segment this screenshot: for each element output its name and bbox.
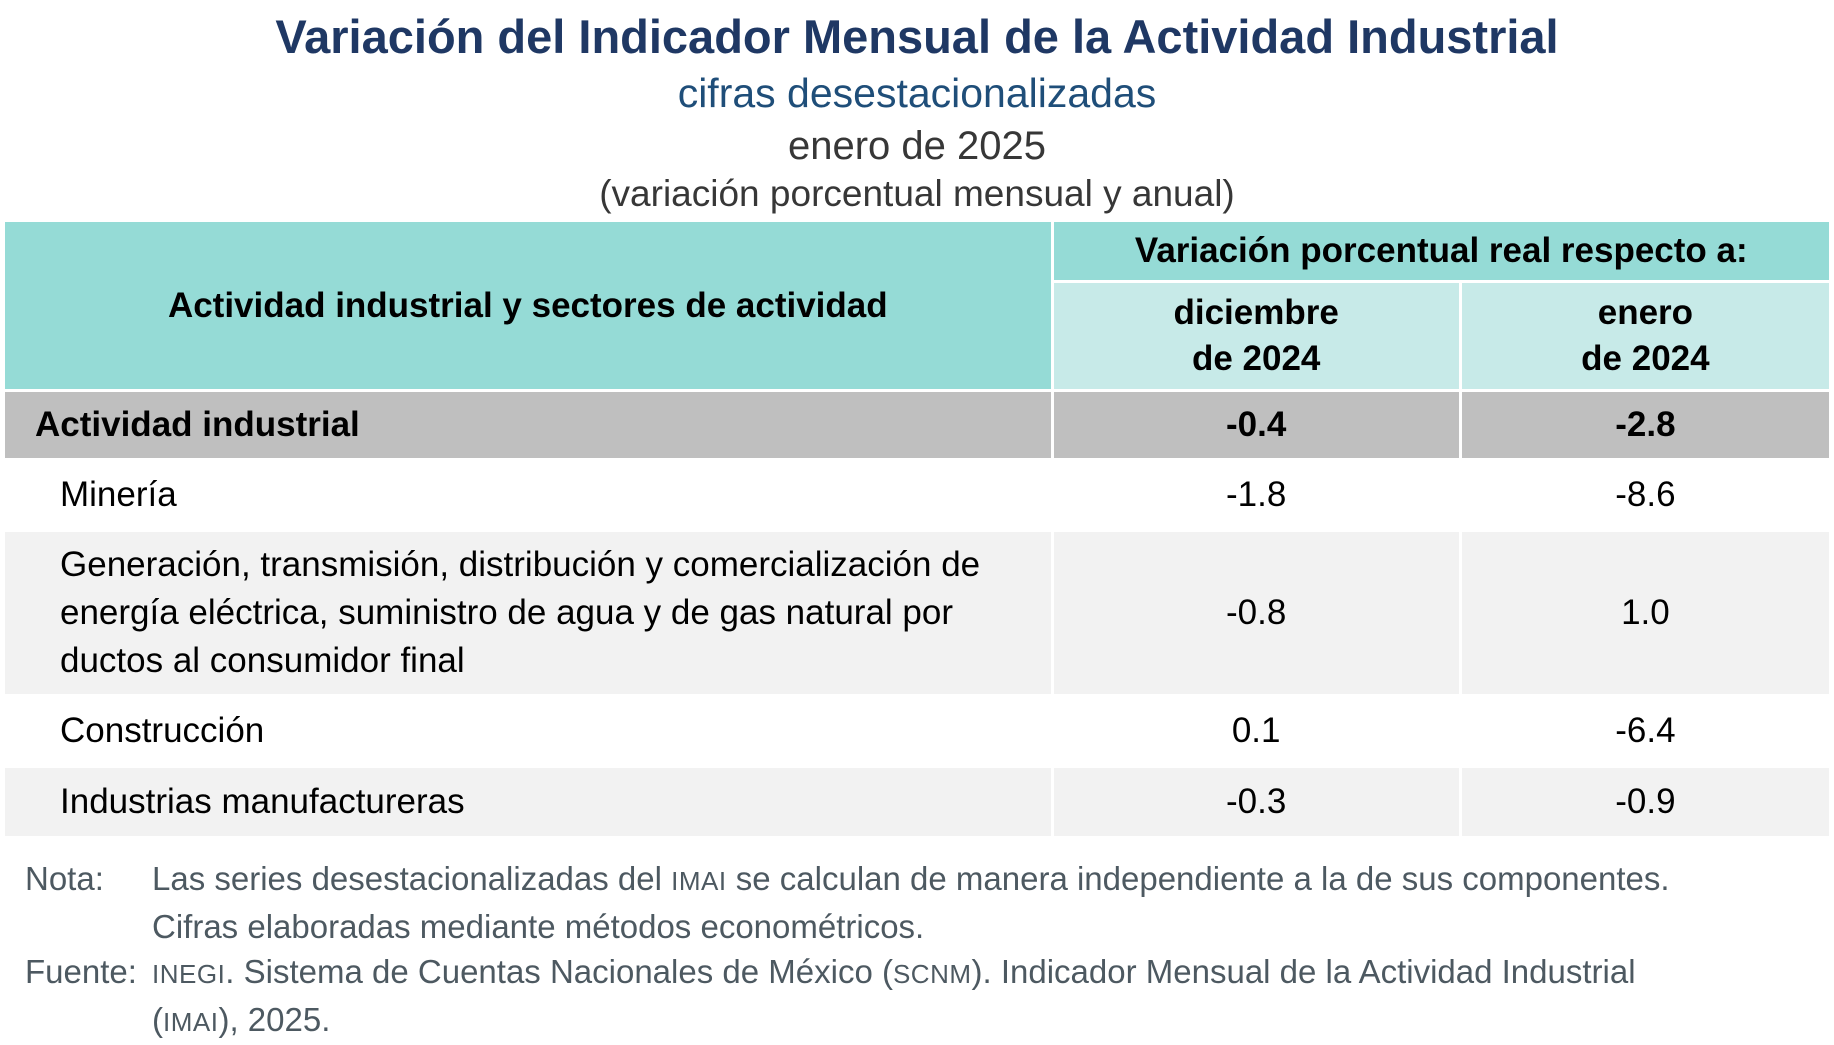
row-label: Minería bbox=[5, 461, 1051, 529]
value-ene2024: 1.0 bbox=[1461, 532, 1829, 694]
value-dec2024: 0.1 bbox=[1053, 697, 1459, 765]
acronym-imai: IMAI bbox=[163, 1007, 219, 1037]
note-text: ), 2025. bbox=[218, 1001, 331, 1038]
note-text: Las series desestacionalizadas del bbox=[152, 860, 672, 897]
page-subtitle: cifras desestacionalizadas bbox=[677, 70, 1157, 116]
note-nota: Nota: Las series desestacionalizadas del… bbox=[25, 856, 1824, 949]
row-label: Generación, transmisión, distribución y … bbox=[5, 532, 1051, 694]
acronym-imai: IMAI bbox=[671, 866, 727, 896]
title-block: Variación del Indicador Mensual de la Ac… bbox=[0, 0, 1834, 217]
value-dec2024: -0.3 bbox=[1053, 768, 1459, 836]
page-title: Variación del Indicador Mensual de la Ac… bbox=[275, 10, 1559, 63]
header-row-periods: diciembre de 2024 enero de 2024 bbox=[5, 283, 1829, 389]
note-text: se calculan de manera independiente a la… bbox=[726, 860, 1670, 897]
value-ene2024: -2.8 bbox=[1461, 392, 1829, 458]
column-header-diciembre-line2: de 2024 bbox=[1191, 339, 1321, 378]
table-row-construccion: Construcción 0.1 -6.4 bbox=[5, 697, 1829, 765]
value-ene2024: -8.6 bbox=[1461, 461, 1829, 529]
column-header-enero: enero de 2024 bbox=[1461, 283, 1829, 389]
reference-period: enero de 2025 bbox=[787, 124, 1046, 168]
column-header-enero-line2: de 2024 bbox=[1581, 339, 1710, 378]
column-header-diciembre-line1: diciembre bbox=[1173, 293, 1339, 332]
table-row-mineria: Minería -1.8 -8.6 bbox=[5, 461, 1829, 529]
footnotes: Nota: Las series desestacionalizadas del… bbox=[25, 856, 1824, 1045]
note-fuente: Fuente: INEGI. Sistema de Cuentas Nacion… bbox=[25, 949, 1824, 1045]
column-header-enero-line1: enero bbox=[1597, 293, 1694, 332]
note-fuente-line2: (IMAI), 2025. bbox=[152, 997, 1824, 1045]
note-fuente-label: Fuente: bbox=[25, 953, 137, 990]
table-row-actividad-industrial: Actividad industrial -0.4 -2.8 bbox=[5, 392, 1829, 458]
column-header-diciembre: diciembre de 2024 bbox=[1053, 283, 1459, 389]
imai-variation-table: Actividad industrial y sectores de activ… bbox=[2, 219, 1832, 839]
value-dec2024: -1.8 bbox=[1053, 461, 1459, 529]
measure-caption: (variación porcentual mensual y anual) bbox=[599, 173, 1235, 214]
table-row-energia-agua-gas: Generación, transmisión, distribución y … bbox=[5, 532, 1829, 694]
row-label: Actividad industrial bbox=[5, 392, 1051, 458]
row-label: Industrias manufactureras bbox=[5, 768, 1051, 836]
row-label: Construcción bbox=[5, 697, 1051, 765]
note-fuente-line1: INEGI. Sistema de Cuentas Nacionales de … bbox=[152, 949, 1824, 997]
value-dec2024: -0.4 bbox=[1053, 392, 1459, 458]
stub-header-cell: Actividad industrial y sectores de activ… bbox=[5, 222, 1051, 389]
value-ene2024: -6.4 bbox=[1461, 697, 1829, 765]
note-text: . Sistema de Cuentas Nacionales de Méxic… bbox=[225, 953, 893, 990]
group-header-cell: Variación porcentual real respecto a: bbox=[1053, 222, 1829, 280]
note-text: ). Indicador Mensual de la Actividad Ind… bbox=[971, 953, 1636, 990]
header-row-group: Actividad industrial y sectores de activ… bbox=[5, 222, 1829, 389]
value-ene2024: -0.9 bbox=[1461, 768, 1829, 836]
table-row-industrias-manufactureras: Industrias manufactureras -0.3 -0.9 bbox=[5, 768, 1829, 836]
note-text: ( bbox=[152, 1001, 163, 1038]
value-dec2024: -0.8 bbox=[1053, 532, 1459, 694]
note-fuente-body: INEGI. Sistema de Cuentas Nacionales de … bbox=[152, 949, 1824, 1045]
note-nota-line2: Cifras elaboradas mediante métodos econo… bbox=[152, 908, 925, 945]
acronym-scnm: SCNM bbox=[892, 959, 972, 989]
note-nota-line1: Las series desestacionalizadas del IMAI … bbox=[152, 856, 1824, 904]
acronym-inegi: INEGI bbox=[152, 959, 226, 989]
note-nota-body: Las series desestacionalizadas del IMAI … bbox=[152, 856, 1824, 949]
note-nota-label: Nota: bbox=[25, 860, 104, 897]
